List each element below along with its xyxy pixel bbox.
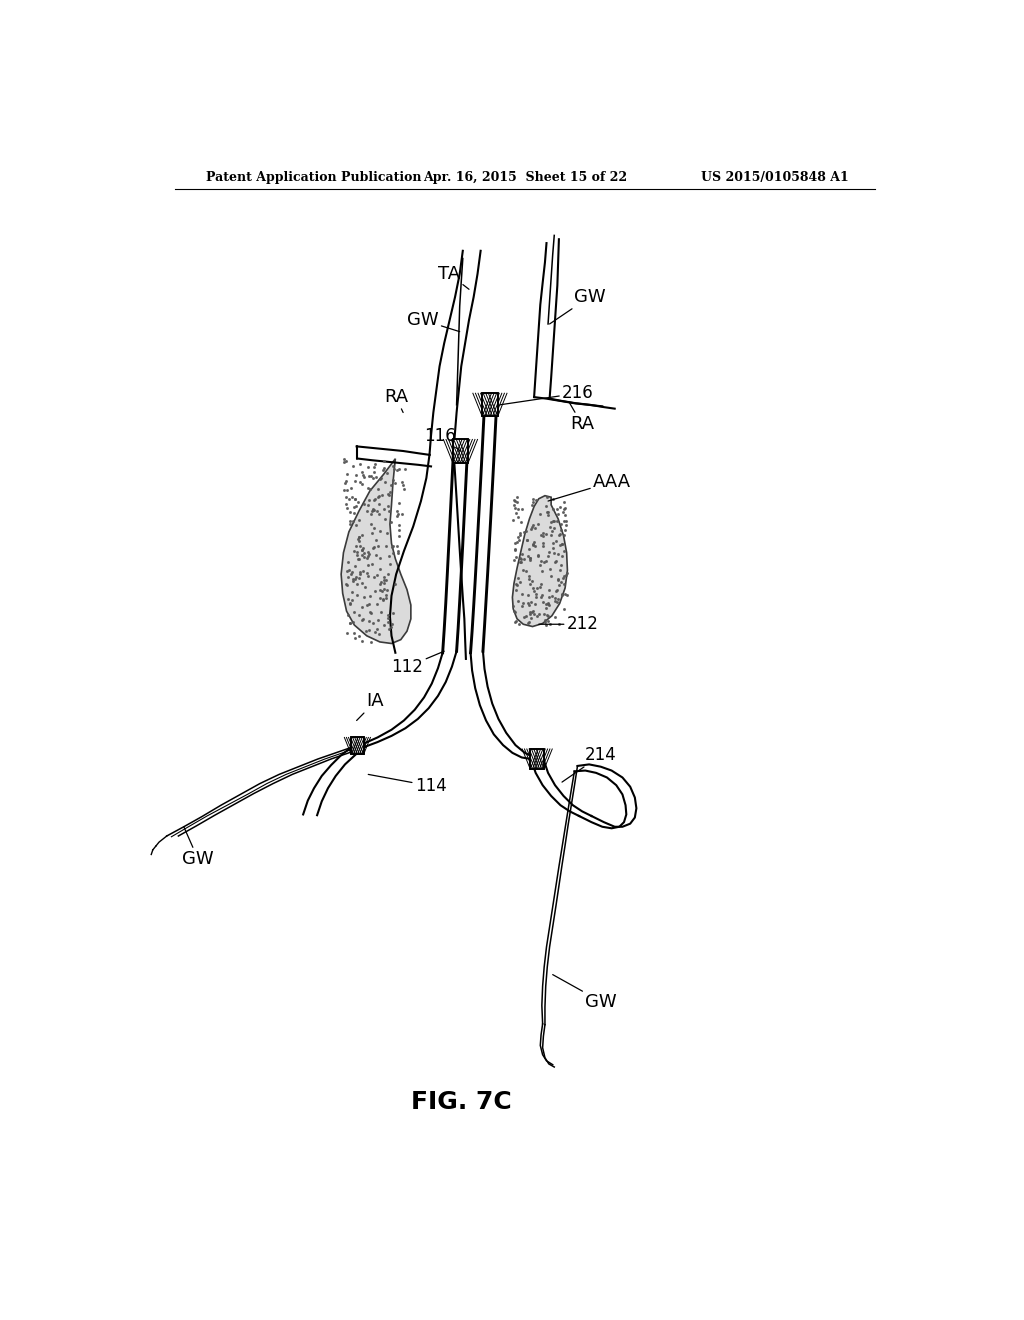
Text: GW: GW [550, 288, 605, 323]
Bar [530, 748, 544, 770]
Text: US 2015/0105848 A1: US 2015/0105848 A1 [701, 172, 849, 185]
Text: RA: RA [384, 388, 408, 412]
Polygon shape [341, 459, 411, 644]
Bar [351, 738, 364, 755]
Text: 216: 216 [500, 384, 594, 405]
Text: TA: TA [438, 265, 469, 289]
Polygon shape [512, 496, 567, 627]
Text: GW: GW [553, 974, 616, 1011]
Bar [482, 393, 498, 416]
Text: 116: 116 [424, 426, 461, 451]
Text: IA: IA [356, 692, 384, 721]
Bar [351, 738, 364, 755]
Bar [482, 393, 498, 416]
Text: GW: GW [407, 312, 460, 331]
Text: FIG. 7C: FIG. 7C [411, 1089, 512, 1114]
Text: AAA: AAA [548, 473, 631, 502]
Text: 212: 212 [539, 615, 598, 634]
Text: GW: GW [182, 826, 214, 869]
Text: Apr. 16, 2015  Sheet 15 of 22: Apr. 16, 2015 Sheet 15 of 22 [423, 172, 627, 185]
Text: Patent Application Publication: Patent Application Publication [206, 172, 421, 185]
Text: 112: 112 [391, 651, 444, 676]
Bar [453, 440, 468, 462]
Text: 114: 114 [369, 775, 446, 795]
Bar [530, 748, 544, 770]
Text: 214: 214 [562, 746, 617, 781]
Bar [453, 440, 468, 462]
Text: RA: RA [569, 404, 594, 433]
